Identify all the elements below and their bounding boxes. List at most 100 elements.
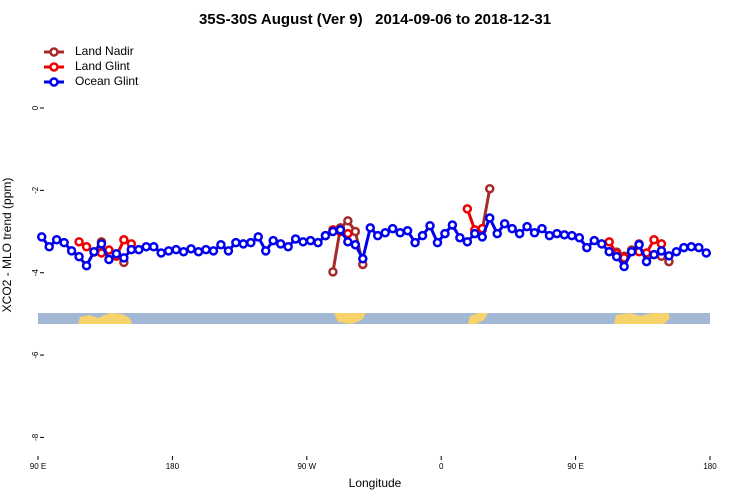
data-point <box>671 246 682 257</box>
land-shape <box>468 313 488 324</box>
y-tick-label: -6 <box>31 351 40 359</box>
data-point <box>350 239 361 250</box>
data-point <box>664 251 674 261</box>
data-point <box>589 235 600 246</box>
data-point <box>141 242 152 252</box>
land-shape <box>334 313 366 324</box>
data-point <box>567 230 577 241</box>
y-axis-label: XCO2 - MLO trend (ppm) <box>0 178 14 313</box>
data-point <box>223 246 234 256</box>
data-point <box>253 232 264 242</box>
land-shape <box>78 313 132 324</box>
data-point <box>462 204 473 214</box>
data-point <box>171 244 181 255</box>
data-point <box>425 221 435 231</box>
data-point <box>238 239 249 249</box>
data-point <box>328 226 338 237</box>
data-point <box>111 249 122 259</box>
data-point <box>59 237 69 248</box>
data-point <box>148 242 159 252</box>
data-point <box>51 235 62 245</box>
data-point <box>544 230 555 241</box>
data-point <box>208 246 219 256</box>
data-point <box>641 256 652 267</box>
data-point <box>275 239 286 249</box>
y-tick-label: -8 <box>31 433 40 441</box>
data-point <box>701 248 712 258</box>
data-point <box>529 228 540 238</box>
data-point <box>343 237 353 247</box>
data-point <box>619 261 629 272</box>
data-point <box>193 246 204 257</box>
data-point <box>507 223 517 234</box>
x-axis-label: Longitude <box>349 476 402 490</box>
data-point <box>432 237 443 248</box>
data-point <box>81 242 92 252</box>
data-point <box>104 254 114 265</box>
legend-label: Ocean Glint <box>75 74 139 88</box>
data-point <box>178 246 189 257</box>
data-point <box>395 228 405 238</box>
data-point <box>552 228 562 239</box>
data-point <box>604 237 614 247</box>
ocean-band <box>38 313 710 324</box>
data-point <box>470 228 480 239</box>
legend-marker <box>49 62 59 72</box>
data-point <box>36 232 47 242</box>
data-point <box>537 223 547 234</box>
data-point <box>134 244 144 255</box>
data-point <box>649 235 659 245</box>
data-point <box>305 235 316 246</box>
data-point <box>679 242 689 253</box>
y-tick-label: -2 <box>31 186 40 194</box>
data-point <box>216 239 226 250</box>
y-tick-label: 0 <box>31 105 40 110</box>
x-tick-label: 0 <box>439 462 444 471</box>
data-point <box>96 239 107 249</box>
data-point <box>604 246 614 257</box>
data-point <box>163 246 174 256</box>
data-point <box>574 232 585 243</box>
data-point <box>410 237 420 248</box>
data-point <box>686 242 697 252</box>
data-point <box>119 253 129 263</box>
data-point <box>387 223 398 234</box>
x-tick-label: 90 E <box>567 462 583 471</box>
data-point <box>186 244 196 254</box>
data-point <box>440 228 450 239</box>
legend-marker <box>49 77 59 87</box>
x-tick-label: 180 <box>703 462 717 471</box>
data-point <box>484 183 495 194</box>
data-point <box>335 225 346 235</box>
data-point <box>231 237 241 248</box>
data-point <box>81 260 92 271</box>
data-point <box>350 226 361 237</box>
data-point <box>156 248 166 258</box>
data-point <box>380 228 390 238</box>
x-tick-label: 180 <box>166 462 180 471</box>
chart-title: 35S-30S August (Ver 9) 2014-09-06 to 201… <box>199 11 551 28</box>
data-point <box>499 218 510 229</box>
data-point <box>320 230 331 241</box>
data-point <box>694 242 704 253</box>
data-point <box>417 230 428 241</box>
series-line <box>480 188 492 231</box>
data-point <box>343 216 353 226</box>
data-point <box>119 235 129 245</box>
data-point <box>462 237 473 247</box>
data-point <box>44 242 54 252</box>
data-point <box>582 242 592 253</box>
data-point <box>74 237 84 247</box>
data-point <box>268 235 278 246</box>
land-mask-strip <box>38 313 710 324</box>
data-point <box>358 253 368 264</box>
data-point <box>328 267 338 277</box>
data-point <box>492 228 502 239</box>
data-point <box>126 244 137 255</box>
data-point <box>514 228 525 239</box>
data-point <box>649 249 659 260</box>
land-shape <box>614 313 670 324</box>
data-point <box>298 237 308 247</box>
